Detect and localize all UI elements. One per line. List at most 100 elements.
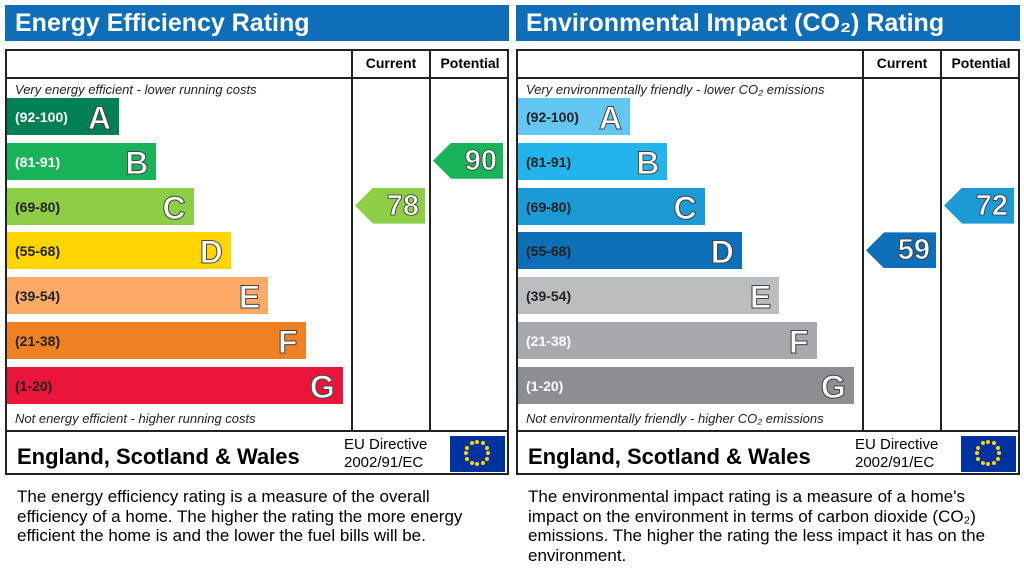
rating-band-e: (39-54) E [518,277,780,316]
star-icon [986,462,990,466]
star-icon [997,451,1001,455]
rating-band-a: (92-100) A [518,98,630,137]
eu-directive-line1: EU Directive [855,436,939,453]
star-icon [980,441,985,446]
band-letter: E [238,279,261,316]
star-icon [976,445,981,450]
column-divider-current [351,51,353,432]
band-letter: B [125,144,149,181]
rating-band-b: (81-91) B [518,142,668,181]
header-divider [518,77,1018,79]
current-rating-arrow: 78 [355,187,425,224]
column-divider-potential [429,51,431,432]
rating-band-b: (81-91) B [7,142,157,181]
star-icon [991,460,996,465]
star-icon [484,456,489,461]
band-range: (92-100) [15,109,68,125]
star-icon [991,441,996,446]
band-letter: A [598,100,622,137]
band-letter: E [749,279,772,316]
column-header-potential: Potential [951,55,1011,71]
top-note: Very energy efficient - lower running co… [15,82,257,97]
star-icon [475,440,479,444]
region-label: England, Scotland & Wales [528,444,811,469]
chart-title: Environmental Impact (CO₂) Rating [516,5,1020,41]
band-range: (69-80) [15,198,61,215]
eu-directive: EU Directive 2002/91/EC [344,436,427,472]
band-letter: C [162,189,186,226]
bottom-note: Not energy efficient - higher running co… [15,411,256,426]
star-icon [464,451,468,455]
star-icon [976,456,981,461]
column-divider-current [862,51,864,432]
star-icon [995,456,1000,461]
top-note: Very environmentally friendly - lower CO… [526,82,825,97]
footer-divider [518,430,1018,432]
band-letter: G [820,368,846,405]
column-header-current: Current [876,55,928,71]
star-icon [486,451,490,455]
eu-flag-icon [450,436,505,472]
rating-band-d: (55-68) D [7,232,231,271]
star-icon [475,462,479,466]
band-range: (21-38) [526,333,572,349]
eu-directive-line1: EU Directive [344,436,428,453]
region-label: England, Scotland & Wales [17,444,300,469]
band-range: (39-54) [15,288,61,305]
rating-band-f: (21-38) F [518,322,817,361]
rating-band-c: (69-80) C [518,187,705,226]
band-range: (92-100) [526,109,579,125]
band-range: (55-68) [15,243,61,260]
bottom-note: Not environmentally friendly - higher CO… [526,411,824,426]
star-icon [480,441,485,446]
rating-band-e: (39-54) E [7,277,269,316]
band-letter: F [277,324,298,361]
rating-band-g: (1-20) G [7,366,343,405]
band-range: (1-20) [526,377,564,394]
rating-band-f: (21-38) F [7,322,306,361]
eu-flag-icon [961,436,1016,472]
star-icon [995,445,1000,450]
chart-title: Energy Efficiency Rating [5,5,509,41]
rating-band-c: (69-80) C [7,187,194,226]
eu-directive-line2: 2002/91/EC [344,454,424,471]
description: The energy efficiency rating is a measur… [17,487,463,545]
column-divider-potential [940,51,942,432]
potential-rating-arrow: 72 [944,187,1014,224]
band-range: (1-20) [15,377,53,394]
band-range: (55-68) [526,243,572,260]
star-icon [484,445,489,450]
rating-table: Current Potential Very environmentally fri… [516,49,1020,475]
footer-divider [7,430,507,432]
star-icon [469,460,474,465]
rating-band-d: (55-68) D [518,232,742,271]
star-icon [480,460,485,465]
star-icon [465,456,470,461]
band-letter: G [309,368,335,405]
band-letter: C [673,189,697,226]
band-range: (81-91) [526,153,572,170]
band-range: (21-38) [15,333,61,349]
star-icon [465,445,470,450]
star-icon [986,440,990,444]
band-range: (69-80) [526,198,572,215]
band-letter: A [87,100,111,137]
energy-efficiency-panel: Energy Efficiency Rating Current Potential… [5,0,509,573]
column-header-current: Current [365,55,417,71]
eu-directive: EU Directive 2002/91/EC [855,436,938,472]
rating-band-g: (1-20) G [518,366,854,405]
potential-rating-arrow: 90 [433,142,503,179]
column-header-potential: Potential [440,55,500,71]
band-letter: F [788,324,809,361]
rating-table: Current Potential Very energy efficient - … [5,49,509,475]
description: The environmental impact rating is a mea… [528,487,986,565]
band-range: (39-54) [526,288,572,305]
band-range: (81-91) [15,153,61,170]
band-letter: D [199,234,223,271]
band-letter: B [636,144,660,181]
header-divider [7,77,507,79]
current-rating-arrow: 59 [866,232,936,269]
eu-directive-line2: 2002/91/EC [855,454,935,471]
star-icon [980,460,985,465]
star-icon [469,441,474,446]
